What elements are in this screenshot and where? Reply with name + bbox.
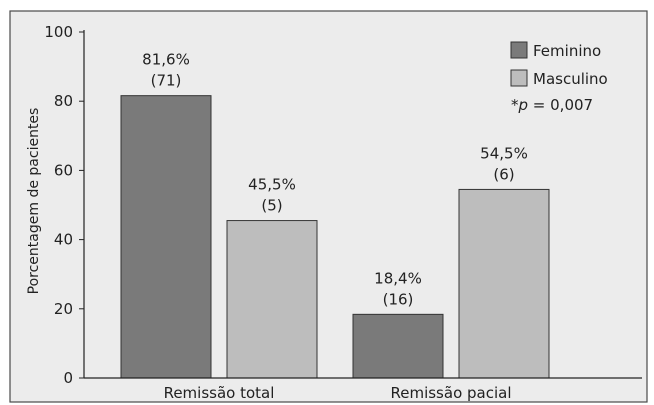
y-tick-label-40: 40 xyxy=(54,231,73,249)
bar-count-label: (16) xyxy=(383,290,414,308)
legend-label-masculino: Masculino xyxy=(533,70,608,88)
bar-feminino-2 xyxy=(352,313,444,379)
bar-feminino-1 xyxy=(120,95,212,379)
p-value-annotation: *p = 0,007 xyxy=(511,96,593,114)
x-category-label: Remissão pacial xyxy=(390,384,511,402)
bar-masculino-2 xyxy=(458,188,550,379)
legend-swatch-feminino xyxy=(510,41,528,59)
y-tick-label-100: 100 xyxy=(44,23,73,41)
legend: Feminino Masculino xyxy=(510,41,608,88)
y-tick-label-60: 60 xyxy=(54,161,73,179)
bar-value-label: 81,6% xyxy=(142,51,190,69)
axis-layer: 0 20 40 60 80 100 xyxy=(44,23,642,387)
bar-value-label: 18,4% xyxy=(374,269,422,287)
x-category-label: Remissão total xyxy=(164,384,275,402)
bar-masculino-1 xyxy=(226,220,318,379)
bar-count-label: (5) xyxy=(261,197,282,215)
bar-count-label: (6) xyxy=(493,165,514,183)
bar-count-label: (71) xyxy=(151,72,182,90)
y-tick-label-80: 80 xyxy=(54,92,73,110)
bars-layer xyxy=(120,95,550,379)
bar-value-label: 54,5% xyxy=(480,144,528,162)
bar-value-label: 45,5% xyxy=(248,176,296,194)
legend-label-feminino: Feminino xyxy=(533,42,601,60)
legend-swatch-masculino xyxy=(510,69,528,87)
labels-layer: 81,6% (71) 45,5% (5) Remissão total 18,4% (16)… xyxy=(142,51,528,402)
y-axis-title: Porcentagem de pacientes xyxy=(26,108,42,295)
y-tick-label-0: 0 xyxy=(63,369,73,387)
y-tick-label-20: 20 xyxy=(54,300,73,318)
